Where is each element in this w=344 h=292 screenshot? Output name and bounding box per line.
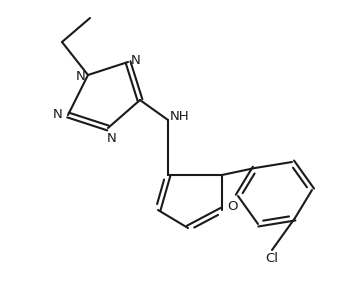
Text: N: N — [76, 69, 86, 83]
Text: NH: NH — [170, 110, 190, 124]
Text: Cl: Cl — [266, 251, 279, 265]
Text: N: N — [107, 131, 117, 145]
Text: N: N — [53, 107, 63, 121]
Text: O: O — [227, 199, 237, 213]
Text: N: N — [131, 55, 141, 67]
